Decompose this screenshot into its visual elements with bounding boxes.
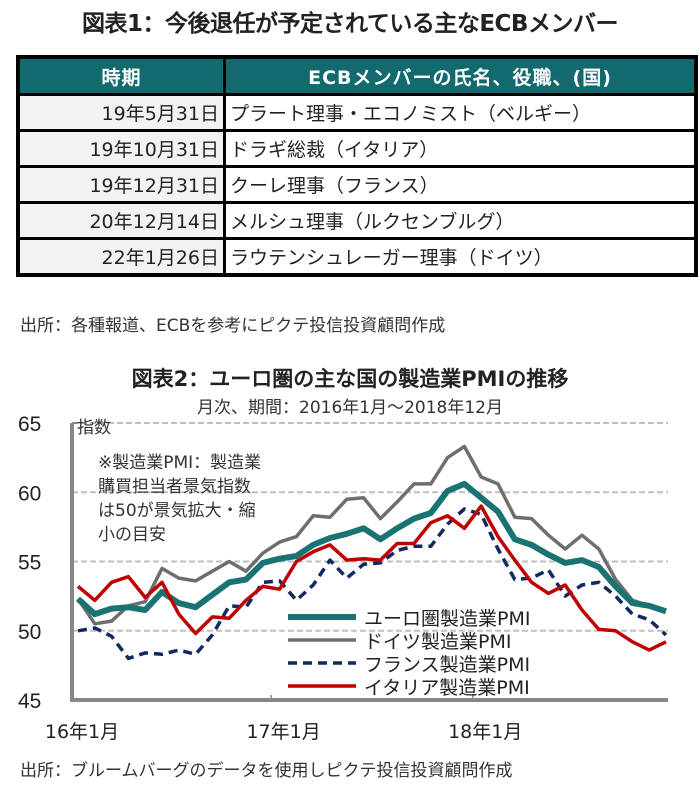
ecb-members-table: 時期 ECBメンバーの氏名、役職、(国) 19年5月31日 プラート理事・エコノ… xyxy=(16,55,698,277)
note-line: 小の目安 xyxy=(98,525,166,545)
table-row: 19年12月31日 クーレ理事（フランス） xyxy=(16,165,698,204)
row-date: 19年5月31日 xyxy=(16,93,226,132)
gridlines xyxy=(72,422,668,632)
table-row: 19年5月31日 プラート理事・エコノミスト（ベルギー） xyxy=(16,93,698,132)
axes: 45 50 55 60 65 16年1月 17年1月 18年1月 指数 xyxy=(18,413,668,743)
y-axis-label: 指数 xyxy=(77,418,111,438)
column-header-member: ECBメンバーの氏名、役職、(国) xyxy=(223,55,698,96)
x-tick-label: 18年1月 xyxy=(448,721,522,743)
row-member: メルシュ理事（ルクセンブルグ） xyxy=(223,201,698,240)
table-row: 19年10月31日 ドラギ総裁（イタリア） xyxy=(16,129,698,168)
series-line-1 xyxy=(76,444,667,626)
series-line-3 xyxy=(76,504,667,652)
series-line-0 xyxy=(75,480,667,618)
row-member: プラート理事・エコノミスト（ベルギー） xyxy=(223,93,698,132)
series-lines xyxy=(75,444,668,661)
table-row: 20年12月14日 メルシュ理事（ルクセンブルグ） xyxy=(16,201,698,240)
legend-label: ユーロ圏製造業PMI xyxy=(364,608,530,630)
row-member: ラウテンシュレーガー理事（ドイツ） xyxy=(223,237,698,277)
figure2-source: 出所：ブルームバーグのデータを使用しピクテ投信投資顧問作成 xyxy=(20,761,513,781)
legend-label: イタリア製造業PMI xyxy=(364,677,530,699)
row-date: 19年12月31日 xyxy=(16,165,226,204)
y-tick-label: 65 xyxy=(18,413,41,436)
table-header-row: 時期 ECBメンバーの氏名、役職、(国) xyxy=(16,55,698,96)
table-row: 22年1月26日 ラウテンシュレーガー理事（ドイツ） xyxy=(16,237,698,277)
figure1-title: 図表1：今後退任が予定されている主なECBメンバー xyxy=(82,11,618,37)
note-line: は50が景気拡大・縮 xyxy=(98,501,256,521)
y-tick-label: 60 xyxy=(18,482,41,505)
figure2-title: 図表2：ユーロ圏の主な国の製造業PMIの推移 xyxy=(131,367,569,391)
row-member: クーレ理事（フランス） xyxy=(223,165,698,204)
y-tick-label: 55 xyxy=(18,552,41,575)
x-tick-label: 17年1月 xyxy=(246,721,320,743)
row-member: ドラギ総裁（イタリア） xyxy=(223,129,698,168)
figure2-subtitle: 月次、期間：2016年1月～2018年12月 xyxy=(197,398,503,418)
note-line: ※製造業PMI：製造業 xyxy=(98,453,261,473)
row-date: 20年12月14日 xyxy=(16,201,226,240)
y-tick-label: 45 xyxy=(18,690,41,713)
note-line: 購買担当者景気指数 xyxy=(98,477,251,497)
series-line-2 xyxy=(77,507,668,661)
pmi-line-chart: 45 50 55 60 65 16年1月 17年1月 18年1月 指数 ※製造業PMI：製造業購… xyxy=(18,413,668,743)
legend-label: ドイツ製造業PMI xyxy=(364,631,511,653)
row-date: 19年10月31日 xyxy=(16,129,226,168)
column-header-date: 時期 xyxy=(16,55,226,96)
row-date: 22年1月26日 xyxy=(16,237,226,277)
legend-label: フランス製造業PMI xyxy=(364,654,530,676)
x-tick-label: 16年1月 xyxy=(45,721,119,743)
figure1-source: 出所：各種報道、ECBを参考にピクテ投信投資顧問作成 xyxy=(20,316,446,336)
y-tick-label: 50 xyxy=(18,621,41,644)
